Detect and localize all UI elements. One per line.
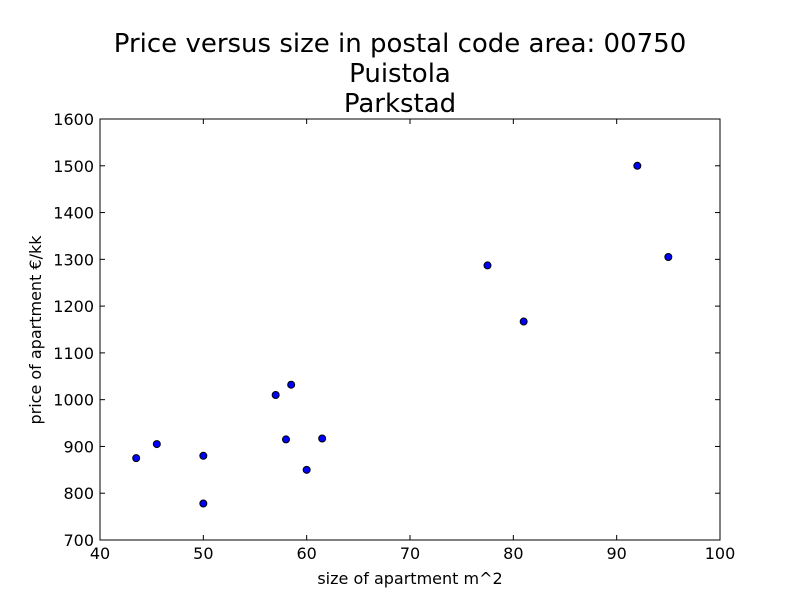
y-tick-label: 800 (63, 484, 94, 503)
x-tick-label: 50 (193, 544, 213, 563)
data-point (519, 317, 528, 326)
data-point (199, 451, 208, 460)
y-tick-label: 1200 (53, 297, 94, 316)
data-point (132, 454, 141, 463)
y-tick-label: 1100 (53, 344, 94, 363)
y-tick-label: 1000 (53, 391, 94, 410)
y-tick-label: 1400 (53, 204, 94, 223)
axis-ticks: 40 50 60 70 80 90 100 700 800 900 1000 1100 1200 1300… (53, 110, 735, 563)
chart-title-line-1: Price versus size in postal code area: 0… (113, 29, 687, 59)
data-point (152, 440, 161, 449)
chart-title-line-2: Puistola (349, 59, 451, 89)
plot-frame (99, 118, 721, 541)
x-tick-label: 70 (400, 544, 420, 563)
chart-title-line-3: Parkstad (343, 89, 457, 119)
data-point (483, 261, 492, 270)
data-point (633, 161, 642, 170)
data-point (664, 252, 673, 261)
data-point (318, 434, 327, 443)
x-tick-label: 100 (705, 544, 736, 563)
data-point (282, 435, 290, 444)
x-axis-label: size of apartment m^2 (317, 569, 502, 588)
x-tick-label: 80 (503, 544, 523, 563)
y-tick-label: 1600 (53, 110, 94, 129)
y-tick-label: 1500 (53, 157, 94, 176)
data-point (271, 390, 280, 399)
y-tick-label: 700 (63, 531, 94, 550)
x-tick-label: 60 (296, 544, 316, 563)
data-point (287, 380, 296, 389)
y-tick-label: 900 (63, 437, 94, 456)
data-point (302, 465, 311, 474)
y-tick-label: 1300 (53, 250, 94, 269)
data-points (132, 161, 673, 508)
x-tick-label: 40 (90, 544, 110, 563)
data-point (199, 499, 208, 508)
y-axis-label: price of apartment €/kk (26, 235, 45, 425)
x-tick-label: 90 (606, 544, 626, 563)
